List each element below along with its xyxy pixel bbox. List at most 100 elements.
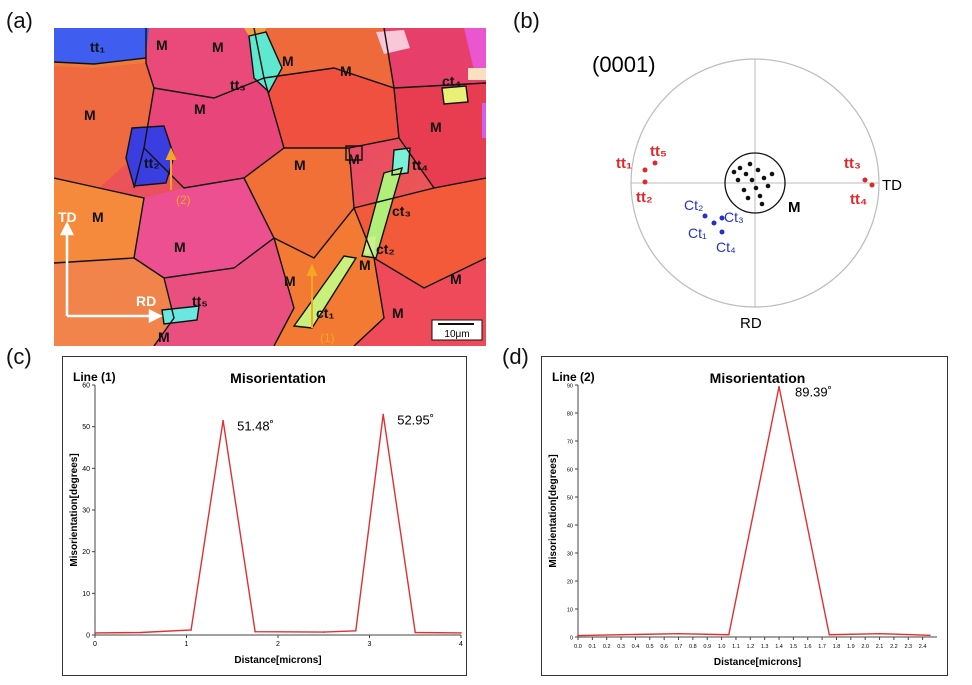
data-point <box>828 633 831 636</box>
chart-line-label: Line (2) <box>552 370 595 384</box>
map-td-label: TD <box>58 209 77 225</box>
map-label-m: M <box>359 257 371 273</box>
y-tick-label: 10 <box>82 591 90 598</box>
x-tick-label: 3 <box>368 641 372 648</box>
x-tick-label: 1.3 <box>761 644 769 650</box>
x-tick-label: 1.2 <box>746 644 754 650</box>
panel-label-b: (b) <box>513 8 540 33</box>
x-tick-label: 1.5 <box>790 644 798 650</box>
y-tick-label: 20 <box>82 549 90 556</box>
data-point <box>222 419 224 422</box>
y-tick-label: 70 <box>567 440 573 446</box>
misorientation-series-line <box>577 386 930 637</box>
ebsd-orientation-map: 10μm TD RD (1) (2) tt₁ tt₂ tt₃ tt₄ tt₅ c… <box>54 28 486 346</box>
map-label-ct2: ct₂ <box>376 241 395 257</box>
data-point <box>677 632 680 635</box>
data-point <box>354 630 357 632</box>
line1-label: (1) <box>320 331 335 345</box>
map-label-tt2: tt₂ <box>144 155 160 171</box>
data-point <box>190 629 192 631</box>
x-tick-label: 0.3 <box>617 644 625 650</box>
tt-poles <box>642 160 875 188</box>
data-point <box>139 631 142 634</box>
x-axis-label: Distance[microns] <box>714 657 801 668</box>
misorientation-series-line <box>94 414 462 634</box>
map-label-ct4: ct₄ <box>442 73 461 89</box>
map-label-m: M <box>430 119 442 135</box>
pole-figure: (0001) TD RD M tt₁ tt₅ tt₂ tt₃ tt₄ Ct₂ C… <box>592 52 902 332</box>
x-tick-label: 1.9 <box>847 644 855 650</box>
x-tick-label: 1.8 <box>833 644 841 650</box>
x-tick-label: 2 <box>276 641 280 648</box>
x-axis-label: Distance[microns] <box>234 655 321 666</box>
map-label-m: M <box>158 329 170 345</box>
data-point <box>414 631 417 634</box>
map-label-m: M <box>194 101 206 117</box>
x-tick-label: 0.5 <box>646 644 654 650</box>
y-tick-label: 60 <box>567 468 573 474</box>
y-tick-label: 40 <box>82 466 90 473</box>
x-tick-label: 4 <box>459 641 463 648</box>
y-tick-label: 0 <box>570 636 573 642</box>
x-tick-label: 0.9 <box>703 644 711 650</box>
peak-annotation: 52.95˚ <box>397 412 434 427</box>
pf-label-tt4: tt₄ <box>850 191 867 208</box>
map-label-ct1: ct₁ <box>316 305 334 321</box>
y-tick-label: 20 <box>567 580 573 586</box>
x-tick-label: 0.2 <box>603 644 611 650</box>
pole-figure-td: TD <box>882 177 902 194</box>
map-label-m: M <box>392 305 404 321</box>
pf-label-ct2: Ct₂ <box>684 197 703 213</box>
scale-bar-label: 10μm <box>444 329 469 340</box>
chart-svg: Line (2) Misorientation 0 10 20 30 40 50 60 70 80 9… <box>548 370 937 668</box>
y-tick-label: 80 <box>567 412 573 418</box>
misorientation-chart-line1: Line (1) Misorientation 0 10 20 30 40 50 60 0 1 2 3 4… <box>62 356 467 676</box>
map-label-m: M <box>92 209 104 225</box>
chart-line-label: Line (1) <box>73 370 116 384</box>
pf-label-tt3: tt₃ <box>844 155 861 172</box>
pf-label-ct4: Ct₄ <box>716 239 736 255</box>
x-tick-label: 0.7 <box>675 644 683 650</box>
ct-poles <box>702 213 725 235</box>
map-label-m: M <box>348 151 360 167</box>
peak-annotation: 89.39˚ <box>795 385 832 400</box>
map-rd-label: RD <box>136 293 156 309</box>
x-tick-label: 0.0 <box>574 644 582 650</box>
x-tick-label: 0.8 <box>689 644 697 650</box>
y-tick-label: 60 <box>82 383 90 390</box>
pf-label-ct3: Ct₃ <box>724 209 744 225</box>
map-label-tt5: tt₅ <box>192 293 208 309</box>
data-point <box>94 632 96 634</box>
y-tick-label: 50 <box>82 424 90 431</box>
misorientation-chart-line2: Line (2) Misorientation 0 10 20 30 40 50 60 70 80 9… <box>541 356 948 676</box>
y-tick-label: 90 <box>567 384 573 390</box>
x-tick-label: 1 <box>185 641 189 648</box>
y-axis-label: Misorientation[degrees] <box>548 454 559 567</box>
x-tick-label: 2.0 <box>861 644 869 650</box>
x-tick-label: 0 <box>93 641 97 648</box>
x-tick-label: 2.1 <box>876 644 884 650</box>
map-label-m: M <box>156 37 168 53</box>
x-tick-label: 1.4 <box>775 644 783 650</box>
map-label-tt4: tt₄ <box>412 157 428 173</box>
pole-figure-title: (0001) <box>592 52 656 77</box>
data-point <box>322 631 325 633</box>
chart-svg: Line (1) Misorientation 0 10 20 30 40 50 60 0 1 2 3 4… <box>69 370 463 666</box>
x-tick-label: 1.1 <box>732 644 740 650</box>
data-point <box>254 630 256 633</box>
pole-figure-rd: RD <box>740 315 762 332</box>
x-tick-label: 2.4 <box>919 644 927 650</box>
panel-label-a: (a) <box>6 8 33 33</box>
panel-label-d: (d) <box>502 344 529 369</box>
x-tick-label: 2.2 <box>890 644 898 650</box>
map-label-ct3: ct₃ <box>392 203 411 219</box>
pf-label-tt2: tt₂ <box>636 189 653 206</box>
pole-figure-m: M <box>788 199 801 216</box>
map-label-m: M <box>84 107 96 123</box>
map-label-tt1: tt₁ <box>90 39 105 55</box>
data-point <box>382 413 385 416</box>
pf-label-tt5: tt₅ <box>650 143 667 160</box>
data-point <box>778 385 780 388</box>
matrix-poles <box>731 161 775 207</box>
x-tick-label: 0.4 <box>632 644 640 650</box>
